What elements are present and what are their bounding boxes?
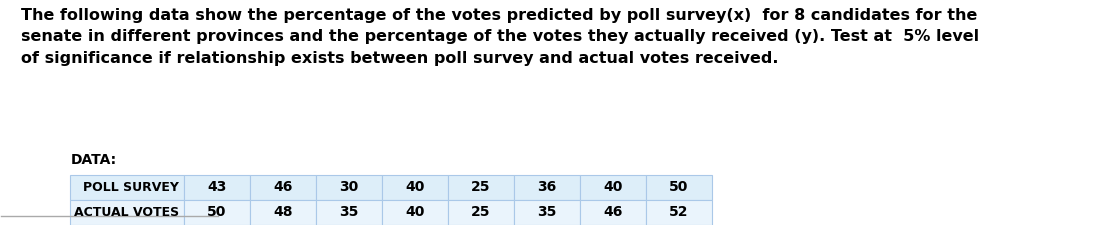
Text: 35: 35 — [338, 205, 358, 219]
FancyBboxPatch shape — [513, 175, 580, 200]
FancyBboxPatch shape — [448, 200, 513, 225]
FancyBboxPatch shape — [382, 200, 448, 225]
Text: 36: 36 — [538, 180, 556, 194]
Text: 43: 43 — [207, 180, 227, 194]
FancyBboxPatch shape — [71, 200, 184, 225]
FancyBboxPatch shape — [71, 175, 184, 200]
FancyBboxPatch shape — [250, 175, 315, 200]
Text: DATA:: DATA: — [71, 153, 116, 167]
FancyBboxPatch shape — [513, 200, 580, 225]
Text: 25: 25 — [471, 180, 490, 194]
FancyBboxPatch shape — [448, 175, 513, 200]
FancyBboxPatch shape — [184, 200, 250, 225]
Text: 25: 25 — [471, 205, 490, 219]
FancyBboxPatch shape — [382, 175, 448, 200]
Text: 30: 30 — [340, 180, 358, 194]
FancyBboxPatch shape — [580, 200, 646, 225]
FancyBboxPatch shape — [580, 175, 646, 200]
Text: 52: 52 — [669, 205, 688, 219]
Text: 50: 50 — [207, 205, 227, 219]
FancyBboxPatch shape — [646, 175, 711, 200]
Text: POLL SURVEY: POLL SURVEY — [83, 181, 179, 194]
Text: 46: 46 — [273, 180, 292, 194]
Text: The following data show the percentage of the votes predicted by poll survey(x) : The following data show the percentage o… — [21, 8, 979, 66]
Text: ACTUAL VOTES: ACTUAL VOTES — [74, 206, 179, 219]
Text: 50: 50 — [669, 180, 688, 194]
Text: 40: 40 — [603, 180, 623, 194]
FancyBboxPatch shape — [315, 175, 382, 200]
Text: 48: 48 — [273, 205, 292, 219]
FancyBboxPatch shape — [315, 200, 382, 225]
FancyBboxPatch shape — [646, 200, 711, 225]
Text: 40: 40 — [405, 180, 425, 194]
FancyBboxPatch shape — [250, 200, 315, 225]
FancyBboxPatch shape — [184, 175, 250, 200]
Text: 46: 46 — [603, 205, 623, 219]
Text: 40: 40 — [405, 205, 425, 219]
Text: 35: 35 — [536, 205, 556, 219]
